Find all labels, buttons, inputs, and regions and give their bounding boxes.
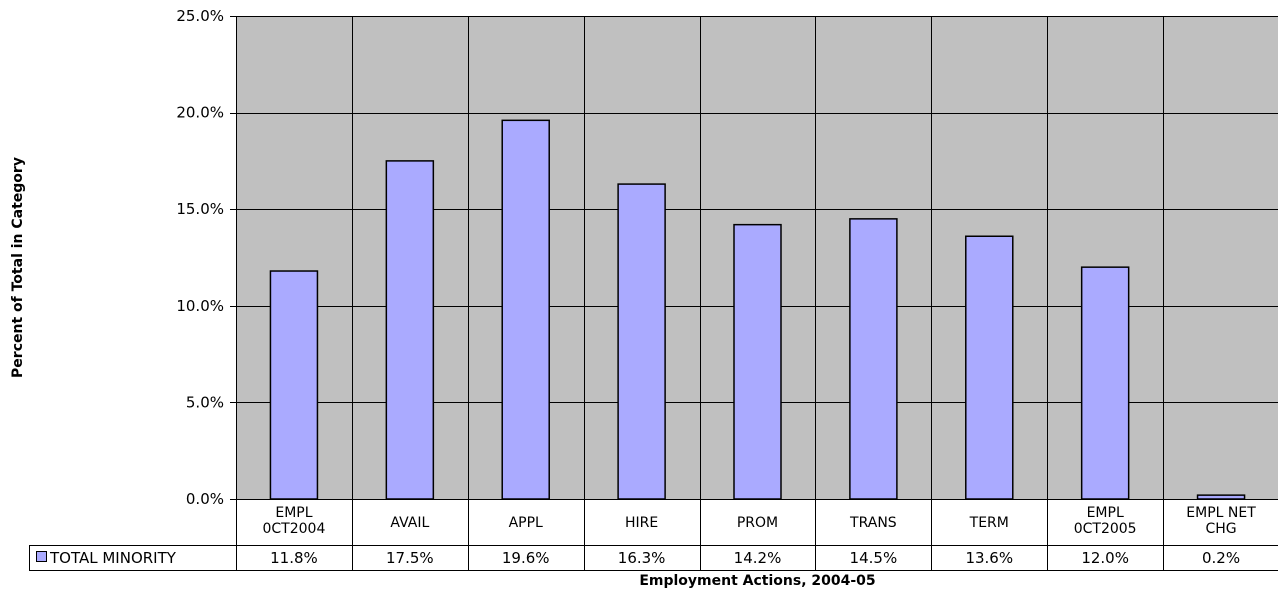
x-tick-label: APPL bbox=[509, 515, 543, 531]
bar bbox=[385, 160, 435, 500]
y-tick-label: 15.0% bbox=[176, 200, 224, 218]
legend-label: TOTAL MINORITY bbox=[49, 549, 177, 567]
x-tick-label: AVAIL bbox=[390, 515, 429, 531]
bar bbox=[617, 183, 666, 500]
bar bbox=[1196, 494, 1246, 500]
data-label: 14.2% bbox=[734, 549, 782, 567]
x-tick-label: PROM bbox=[737, 515, 778, 531]
x-tick-label: TERM bbox=[969, 515, 1009, 531]
bar bbox=[269, 270, 319, 500]
legend-swatch bbox=[36, 551, 47, 562]
y-tick-label: 25.0% bbox=[176, 7, 224, 25]
data-label: 14.5% bbox=[850, 549, 898, 567]
y-axis-title: Percent of Total in Category bbox=[10, 157, 26, 378]
data-label: 0.2% bbox=[1202, 549, 1240, 567]
x-axis-title: Employment Actions, 2004-05 bbox=[639, 573, 875, 589]
data-label: 16.3% bbox=[618, 549, 666, 567]
y-tick-label: 0.0% bbox=[186, 490, 224, 508]
bar bbox=[849, 218, 898, 500]
y-tick-label: 10.0% bbox=[176, 297, 224, 315]
x-tick-label: EMPL 0CT2004 bbox=[263, 505, 326, 537]
data-label: 19.6% bbox=[502, 549, 550, 567]
bar bbox=[501, 119, 550, 500]
x-tick-label: EMPL NET CHG bbox=[1186, 505, 1256, 537]
x-tick-label: TRANS bbox=[849, 515, 897, 531]
x-tick-label: HIRE bbox=[625, 515, 658, 531]
data-label: 11.8% bbox=[270, 549, 318, 567]
y-tick-label: 20.0% bbox=[176, 104, 224, 122]
y-tick-label: 5.0% bbox=[186, 393, 224, 411]
bar bbox=[733, 223, 782, 500]
bar bbox=[965, 235, 1014, 500]
data-label: 12.0% bbox=[1081, 549, 1129, 567]
x-tick-label: EMPL 0CT2005 bbox=[1074, 505, 1137, 537]
data-label: 13.6% bbox=[965, 549, 1013, 567]
data-label: 17.5% bbox=[386, 549, 434, 567]
bar bbox=[1080, 266, 1130, 500]
